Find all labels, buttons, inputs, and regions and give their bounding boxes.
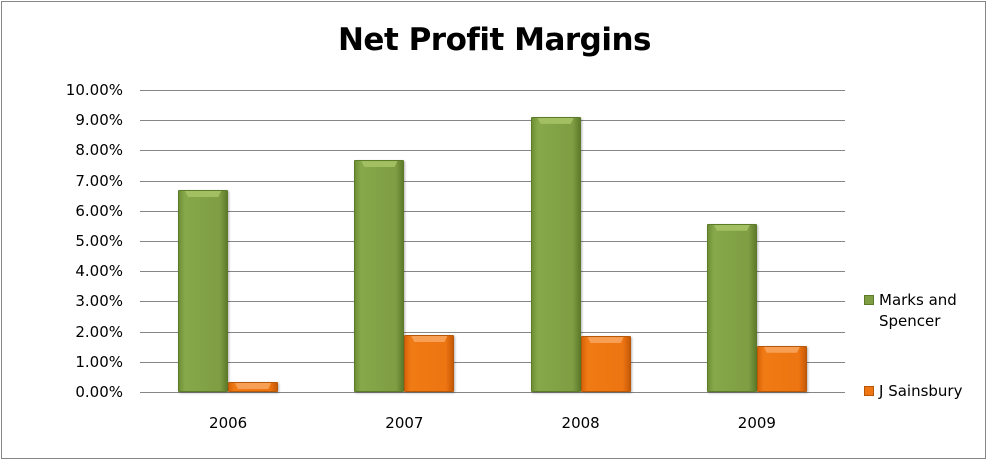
gridline xyxy=(140,331,845,333)
y-tick-label: 8.00% xyxy=(75,141,123,160)
bar-marks-and-spencer-2006 xyxy=(178,189,229,392)
x-tick-label: 2007 xyxy=(385,414,424,432)
gridline xyxy=(140,361,845,363)
gridline xyxy=(140,120,845,122)
legend-swatch-green-icon xyxy=(864,295,874,305)
bar-marks-and-spencer-2009 xyxy=(706,223,757,392)
legend-label-line2: Spencer xyxy=(879,312,941,330)
y-tick-label: 7.00% xyxy=(75,171,123,190)
bar-j-sainsbury-2006 xyxy=(228,382,279,392)
bar-marks-and-spencer-2008 xyxy=(530,116,581,392)
legend-label-line1: Marks and xyxy=(879,291,957,309)
y-tick-label: 5.00% xyxy=(75,232,123,250)
y-tick-label: 10.00% xyxy=(65,81,123,99)
legend-swatch-orange-icon xyxy=(864,386,874,396)
chart-title: Net Profit Margins xyxy=(337,22,652,58)
x-tick-label: 2008 xyxy=(561,414,600,432)
y-tick-label: 6.00% xyxy=(75,201,123,220)
gridline xyxy=(140,90,845,91)
y-tick-label: 2.00% xyxy=(75,322,123,341)
gridline xyxy=(140,150,845,152)
gridline xyxy=(140,392,845,393)
bar-j-sainsbury-2009 xyxy=(756,345,807,392)
bar-marks-and-spencer-2007 xyxy=(354,160,405,392)
y-tick-label: 0.00% xyxy=(75,383,123,401)
x-tick-label: 2006 xyxy=(209,414,248,432)
bar-j-sainsbury-2008 xyxy=(580,336,631,392)
gridline xyxy=(140,210,845,212)
y-tick-label: 1.00% xyxy=(75,352,123,371)
x-tick-label: 2009 xyxy=(737,414,776,432)
gridline xyxy=(140,180,845,182)
y-tick-label: 4.00% xyxy=(75,262,123,281)
plot-area xyxy=(140,90,845,393)
gridline xyxy=(140,301,845,303)
gridline xyxy=(140,241,845,242)
y-tick-label: 9.00% xyxy=(75,111,123,130)
y-tick-label: 3.00% xyxy=(75,292,123,311)
bar-j-sainsbury-2007 xyxy=(404,334,455,392)
legend-label: J Sainsbury xyxy=(879,382,963,400)
gridline xyxy=(140,271,845,273)
